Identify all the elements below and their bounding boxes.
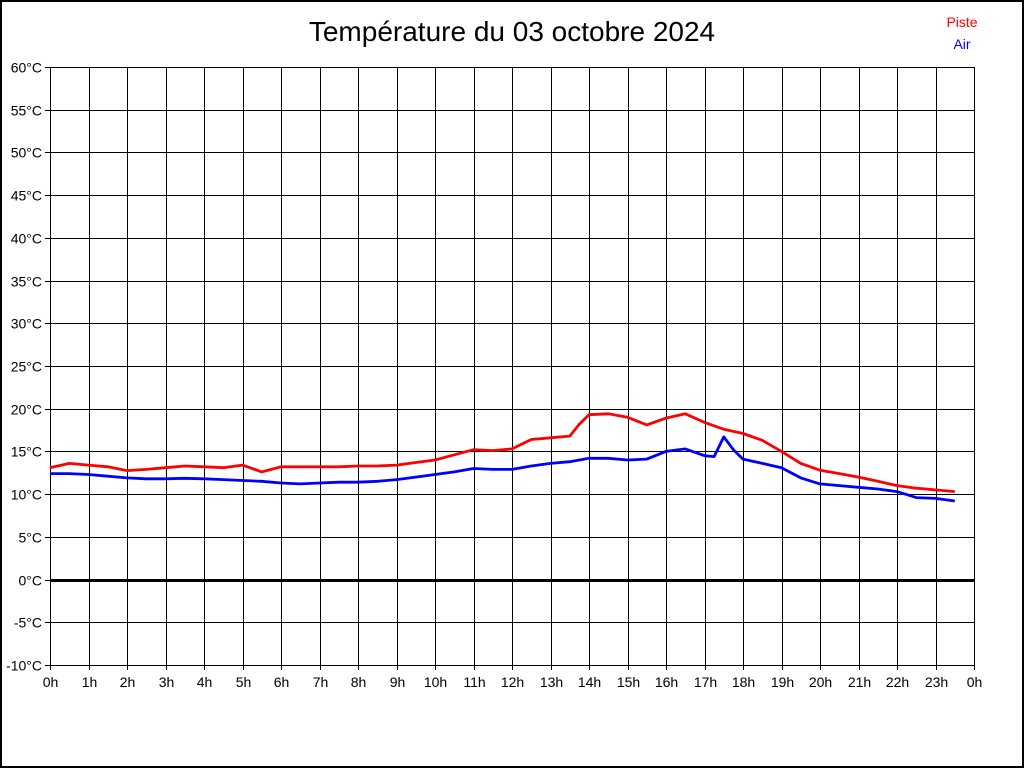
x-tick-label: 11h <box>463 674 485 690</box>
series-line-piste <box>49 412 955 493</box>
x-tick-label: 3h <box>159 674 175 690</box>
y-tick-label: 25°C <box>11 359 42 375</box>
x-tick-label: 2h <box>120 674 136 690</box>
series-line-air <box>50 435 955 503</box>
y-tick-label: 40°C <box>11 231 42 247</box>
legend-item-piste: Piste <box>946 14 978 30</box>
x-tick-label: 20h <box>809 674 832 690</box>
y-tick-label: -5°C <box>14 615 42 631</box>
y-tick-label: 5°C <box>19 530 43 546</box>
x-tick-label: 5h <box>236 674 252 690</box>
x-tick-label: 23h <box>925 674 948 690</box>
x-tick-label: 14h <box>578 674 601 690</box>
x-tick-label: 12h <box>501 674 524 690</box>
legend: Piste Air <box>928 11 996 55</box>
page-title: Température du 03 octobre 2024 <box>308 16 716 47</box>
x-tick-label: 1h <box>82 674 98 690</box>
x-tick-label: 9h <box>390 674 406 690</box>
x-tick-label: 15h <box>617 674 640 690</box>
x-tick-label: 13h <box>540 674 563 690</box>
x-tick-label: 21h <box>848 674 871 690</box>
x-tick-label: 17h <box>694 674 717 690</box>
y-tick-label: 20°C <box>11 402 42 418</box>
x-tick-label: 8h <box>351 674 367 690</box>
y-tick-label: 0°C <box>19 573 43 589</box>
y-tick-label: 30°C <box>11 316 42 332</box>
x-tick-label: 22h <box>886 674 909 690</box>
y-tick-label: 35°C <box>11 274 42 290</box>
y-tick-label: 15°C <box>11 444 42 460</box>
y-tick-label: 55°C <box>11 103 42 119</box>
x-tick-label: 10h <box>424 674 447 690</box>
y-tick-label: -10°C <box>6 658 42 674</box>
y-tick-label: 50°C <box>11 145 42 161</box>
y-tick-label: 60°C <box>11 60 42 76</box>
x-tick-label: 18h <box>732 674 755 690</box>
y-tick-label: 45°C <box>11 188 42 204</box>
x-tick-label: 19h <box>771 674 794 690</box>
x-tick-label: 4h <box>197 674 213 690</box>
x-tick-label: 0h <box>43 674 59 690</box>
y-tick-label: 10°C <box>11 487 42 503</box>
x-tick-label: 6h <box>274 674 290 690</box>
x-tick-label: 0h <box>967 674 983 690</box>
x-tick-label: 7h <box>313 674 329 690</box>
x-tick-label: 16h <box>655 674 678 690</box>
legend-item-air: Air <box>953 36 971 52</box>
